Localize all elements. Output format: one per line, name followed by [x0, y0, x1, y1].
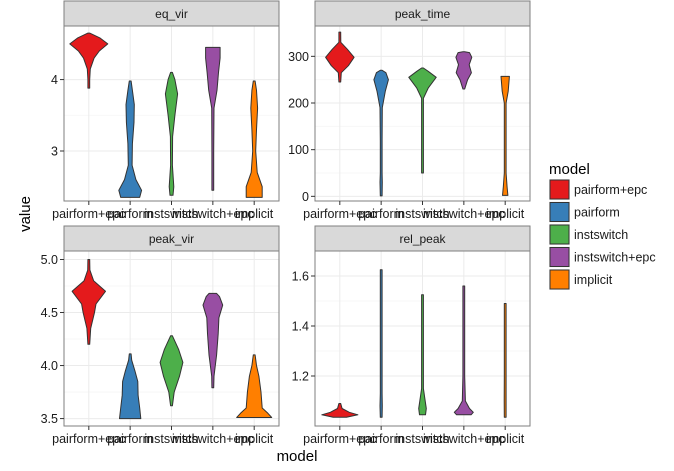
- legend: model pairform+epc pairform instswitch inst…: [549, 161, 656, 290]
- x-tick-label: implicit: [486, 432, 525, 446]
- panel-rel-peak: rel_peak1.21.41.6pairform+epcpairformins…: [292, 225, 531, 446]
- y-tick-label: 4.5: [41, 306, 58, 320]
- violin-instswitch: [418, 294, 427, 416]
- violin-pairform: [118, 80, 143, 198]
- legend-item: instswitch: [549, 224, 628, 245]
- panel-eq-vir: eq_vir 3 4 pairform+epcpairforminstswitchin…: [51, 0, 280, 221]
- panel-peak-time: peak_time0100200300pairform+epcpairformi…: [288, 0, 531, 221]
- violin-instswitch: [408, 67, 437, 174]
- x-tick-label: instswitch: [144, 207, 198, 221]
- legend-label: instswitch+epc: [574, 251, 656, 265]
- facet-strip-label: eq_vir: [155, 7, 188, 21]
- violin-instswitch-plus-epc: [455, 51, 473, 90]
- legend-swatch: [549, 247, 570, 267]
- legend-swatch: [549, 269, 570, 290]
- y-tick-label: 4.0: [41, 359, 58, 373]
- facet-strip: [314, 225, 531, 252]
- x-tick-label: instswitch+epc: [172, 432, 254, 446]
- x-tick-label: implicit: [235, 432, 274, 446]
- violin-pairform-plus-epc: [71, 259, 106, 345]
- violin-pairform: [119, 353, 142, 420]
- y-tick-label: 200: [288, 97, 309, 111]
- violin-pairform-plus-epc: [69, 32, 109, 89]
- legend-item: implicit: [549, 269, 613, 290]
- y-tick-label: 100: [288, 143, 309, 157]
- facet-strip-label: peak_time: [395, 7, 451, 21]
- x-tick-label: instswitch+epc: [172, 207, 254, 221]
- violin-pairform: [379, 269, 383, 418]
- x-tick-label: instswitch: [395, 207, 449, 221]
- violin-implicit: [245, 80, 263, 198]
- violin-pairform: [373, 69, 389, 197]
- facet-strip: [314, 0, 531, 27]
- violin-pairform-plus-epc: [325, 31, 355, 83]
- legend-swatch: [549, 202, 570, 222]
- y-tick-label: 5.0: [41, 253, 58, 267]
- facet-strip-label: peak_vir: [149, 232, 194, 246]
- y-tick-label: 1.2: [292, 370, 309, 384]
- legend-swatch: [549, 179, 570, 200]
- x-tick-label: instswitch: [144, 432, 198, 446]
- violin-pairform-plus-epc: [321, 403, 359, 418]
- violin-instswitch: [164, 71, 179, 196]
- legend-item: instswitch+epc: [549, 246, 656, 268]
- x-tick-label: instswitch+epc: [423, 207, 505, 221]
- x-tick-label: instswitch: [395, 432, 449, 446]
- legend-label: pairform: [574, 206, 620, 220]
- facet-strip-label: rel_peak: [399, 232, 446, 246]
- violin-instswitch-plus-epc: [453, 285, 474, 416]
- legend-label: implicit: [574, 273, 613, 287]
- x-tick-label: pairform: [107, 207, 153, 221]
- x-tick-label: pairform: [358, 432, 404, 446]
- y-tick-label: 3: [51, 145, 58, 159]
- y-tick-label: 1.6: [292, 270, 309, 284]
- legend-swatch: [549, 224, 570, 245]
- legend-title: model: [549, 161, 590, 178]
- violin-instswitch: [159, 335, 184, 407]
- x-tick-label: implicit: [486, 207, 525, 221]
- x-axis-title: model: [277, 448, 318, 465]
- x-tick-label: pairform+epc: [52, 432, 125, 446]
- violin-instswitch-plus-epc: [202, 292, 224, 389]
- x-tick-label: instswitch+epc: [423, 432, 505, 446]
- violin-implicit: [503, 303, 507, 418]
- x-tick-label: pairform+epc: [303, 432, 376, 446]
- x-tick-label: implicit: [235, 207, 274, 221]
- legend-label: instswitch: [574, 228, 628, 242]
- facet-strip: [63, 0, 280, 27]
- y-tick-label: 1.4: [292, 320, 309, 334]
- x-tick-label: pairform+epc: [303, 207, 376, 221]
- x-tick-label: pairform: [107, 432, 153, 446]
- legend-item: pairform+epc: [549, 179, 647, 200]
- y-tick-label: 300: [288, 50, 309, 64]
- legend-label: pairform+epc: [574, 183, 647, 197]
- panel-peak-vir: peak_vir 3.5 4.0 4.5 5.0 pairform+epcpairform…: [41, 225, 280, 446]
- y-tick-label: 4: [51, 73, 58, 87]
- x-tick-label: pairform: [358, 207, 404, 221]
- y-axis-title: value: [17, 196, 34, 232]
- violin-instswitch-plus-epc: [205, 46, 221, 191]
- facet-strip: [63, 225, 280, 252]
- y-tick-label: 3.5: [41, 412, 58, 426]
- legend-item: pairform: [549, 201, 620, 223]
- violin-implicit: [500, 75, 510, 196]
- y-tick-label: 0: [302, 190, 309, 204]
- violin-implicit: [236, 354, 273, 418]
- x-tick-label: pairform+epc: [52, 207, 125, 221]
